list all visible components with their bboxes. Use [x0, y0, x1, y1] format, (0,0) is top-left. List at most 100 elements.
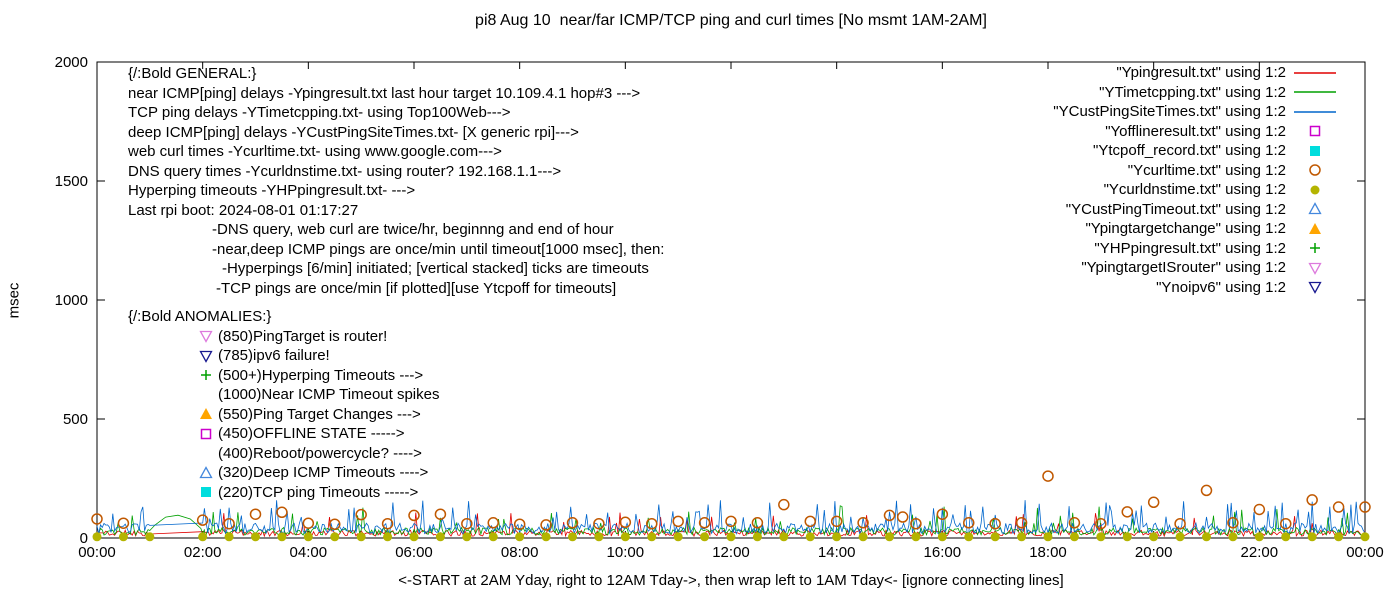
annotation-line: {/:Bold GENERAL:} [128, 64, 664, 84]
series-Ypingresult.txt [96, 512, 1366, 538]
annotation-text: (450)OFFLINE STATE -----> [218, 425, 405, 442]
svg-text:00:00: 00:00 [1346, 544, 1384, 561]
annotation-line: -DNS query, web curl are twice/hr, begin… [128, 220, 664, 240]
legend-label: "YpingtargetISrouter" using 1:2 [1081, 259, 1286, 277]
svg-text:1500: 1500 [55, 173, 88, 190]
annotation-line: (500+)Hyperping Timeouts ---> [128, 366, 664, 386]
svg-text:2000: 2000 [55, 54, 88, 71]
y-ticks: 0 500 1000 1500 2000 [55, 54, 1365, 547]
annotation-text: deep ICMP[ping] delays -YCustPingSiteTim… [128, 123, 579, 141]
filled-circle-legend-icon [1310, 185, 1320, 195]
legend-label: "Ypingtargetchange" using 1:2 [1085, 220, 1286, 238]
legend-item: "YTimetcpping.txt" using 1:2 [1053, 83, 1338, 103]
annotation-line: (850)PingTarget is router! [128, 327, 664, 347]
svg-text:20:00: 20:00 [1135, 544, 1173, 561]
svg-text:04:00: 04:00 [290, 544, 328, 561]
svg-text:00:00: 00:00 [78, 544, 116, 561]
legend-label: "Ycurldnstime.txt" using 1:2 [1103, 181, 1286, 199]
legend-item: "Ynoipv6" using 1:2 [1053, 278, 1338, 298]
annotation-line: (220)TCP ping Timeouts -----> [128, 483, 664, 503]
annotation-text: {/:Bold GENERAL:} [128, 65, 257, 82]
filled-square-icon [201, 487, 211, 498]
annotation-line: Hyperping timeouts -YHPpingresult.txt- -… [128, 181, 664, 201]
annotation-text: (785)ipv6 failure! [218, 347, 330, 364]
line-legend-icon [1294, 91, 1336, 93]
x-axis-label: <-START at 2AM Yday, right to 12AM Tday-… [398, 572, 1064, 589]
annotation-line: (320)Deep ICMP Timeouts ----> [128, 463, 664, 483]
annotation-text: (220)TCP ping Timeouts -----> [218, 483, 419, 501]
svg-text:08:00: 08:00 [501, 544, 539, 561]
svg-text:10:00: 10:00 [607, 544, 645, 561]
annotation-line: -TCP pings are once/min [if plotted][use… [128, 279, 664, 299]
plus-icon [201, 370, 211, 381]
annotation-text: web curl times -Ycurltime.txt- using www… [128, 143, 502, 160]
annotation-text: {/:Bold ANOMALIES:} [128, 308, 272, 325]
legend-item: "YpingtargetISrouter" using 1:2 [1053, 258, 1338, 278]
legend-item: "YCustPingTimeout.txt" using 1:2 [1053, 200, 1338, 220]
annotation-line: (450)OFFLINE STATE -----> [128, 424, 664, 444]
legend-item: "Ycurldnstime.txt" using 1:2 [1053, 180, 1338, 200]
annotation-line: {/:Bold ANOMALIES:} [128, 307, 664, 327]
annotation-line: web curl times -Ycurltime.txt- using www… [128, 142, 664, 162]
filled-square-legend-icon [1310, 145, 1320, 156]
legend-item: "Ypingtargetchange" using 1:2 [1053, 219, 1338, 239]
open-triangle-down-icon [199, 331, 213, 344]
svg-text:1000: 1000 [55, 292, 88, 309]
annotation-text: near ICMP[ping] delays -Ypingresult.txt … [128, 84, 641, 102]
legend-item: "Ycurltime.txt" using 1:2 [1053, 161, 1338, 181]
annotation-line: (785)ipv6 failure! [128, 346, 664, 366]
open-triangle-down-legend-icon [1308, 262, 1322, 275]
annotation-line: (1000)Near ICMP Timeout spikes [128, 385, 664, 405]
legend-item: "Ypingresult.txt" using 1:2 [1053, 63, 1338, 83]
annotation-line: TCP ping delays -YTimetcpping.txt- using… [128, 103, 664, 123]
filled-triangle-up-legend-icon [1309, 222, 1321, 234]
legend-label: "Yofflineresult.txt" using 1:2 [1105, 122, 1286, 140]
open-circle-legend-icon [1309, 164, 1321, 176]
annotation-line: (400)Reboot/powercycle? ----> [128, 444, 664, 464]
legend-label: "YCustPingSiteTimes.txt" using 1:2 [1053, 103, 1286, 121]
annotation-text: (500+)Hyperping Timeouts ---> [218, 366, 424, 384]
legend-item: "Yofflineresult.txt" using 1:2 [1053, 122, 1338, 142]
open-square-legend-icon [1309, 126, 1321, 137]
legend-item: "Ytcpoff_record.txt" using 1:2 [1053, 141, 1338, 161]
annotation-text: -Hyperpings [6/min] initiated; [vertical… [222, 260, 649, 277]
point-series [91, 470, 1371, 542]
legend-label: "Ycurltime.txt" using 1:2 [1127, 161, 1286, 179]
svg-text:02:00: 02:00 [184, 544, 222, 561]
legend-label: "Ytcpoff_record.txt" using 1:2 [1093, 142, 1286, 160]
annotation-text: TCP ping delays -YTimetcpping.txt- using… [128, 104, 511, 121]
y-axis-label: msec [5, 282, 23, 319]
annotation-text: -TCP pings are once/min [if plotted][use… [216, 279, 617, 297]
plus-legend-icon [1310, 243, 1320, 254]
svg-text:0: 0 [80, 530, 88, 547]
line-series [96, 500, 1366, 538]
open-triangle-down-legend-icon [1308, 282, 1322, 295]
legend-label: "Ypingresult.txt" using 1:2 [1116, 64, 1286, 82]
annotation-line: near ICMP[ping] delays -Ypingresult.txt … [128, 84, 664, 104]
annotation-line: -near,deep ICMP pings are once/min until… [128, 240, 664, 260]
annotation-line: deep ICMP[ping] delays -YCustPingSiteTim… [128, 123, 664, 143]
annotation-text: (400)Reboot/powercycle? ----> [218, 444, 422, 462]
svg-text:12:00: 12:00 [712, 544, 750, 561]
svg-text:06:00: 06:00 [395, 544, 433, 561]
annotation-line: -Hyperpings [6/min] initiated; [vertical… [128, 259, 664, 279]
legend: "Ypingresult.txt" using 1:2 "YTimetcpping… [1053, 63, 1338, 297]
annotation-line: DNS query times -Ycurldnstime.txt- using… [128, 162, 664, 182]
annotation-line: (550)Ping Target Changes ---> [128, 405, 664, 425]
open-square-icon [200, 428, 212, 439]
annotation-text: (550)Ping Target Changes ---> [218, 405, 421, 423]
line-legend-icon [1294, 111, 1336, 113]
svg-text:14:00: 14:00 [818, 544, 856, 561]
annotation-text: (320)Deep ICMP Timeouts ----> [218, 464, 429, 481]
series-YCustPingSiteTimes.txt [96, 500, 1366, 535]
open-triangle-up-legend-icon [1308, 202, 1322, 215]
annotations-block: {/:Bold GENERAL:} near ICMP[ping] delays … [128, 64, 664, 502]
svg-text:500: 500 [63, 411, 88, 428]
annotation-text: Hyperping timeouts -YHPpingresult.txt- -… [128, 182, 416, 199]
legend-label: "Ynoipv6" using 1:2 [1156, 278, 1286, 296]
annotation-text: -DNS query, web curl are twice/hr, begin… [212, 221, 614, 238]
annotation-text: -near,deep ICMP pings are once/min until… [212, 240, 665, 258]
open-triangle-down-icon [199, 350, 213, 363]
svg-text:16:00: 16:00 [924, 544, 962, 561]
